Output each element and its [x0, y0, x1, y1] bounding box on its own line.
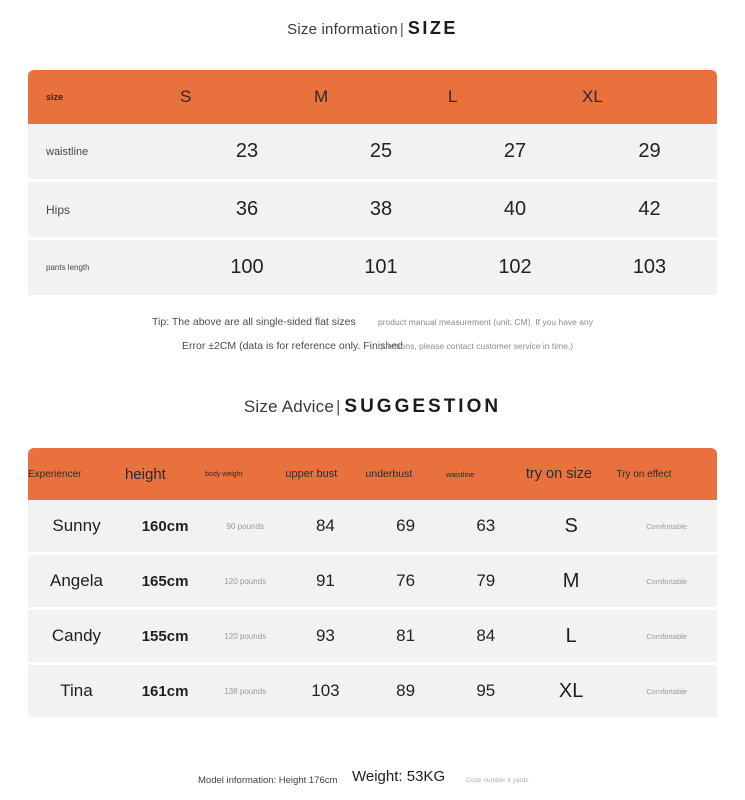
cell-waistline-xl: 29 — [638, 140, 661, 162]
cell-pants-length-m: 101 — [364, 256, 398, 278]
cell-try-on-effect: Comfortable — [646, 576, 688, 586]
cell-height: 161cm — [141, 682, 189, 700]
table-row: Sunny 160cm 90 pounds 84 69 63 S Comfort… — [28, 500, 717, 552]
column-header-m: M — [314, 87, 329, 106]
column-header-l: L — [448, 87, 458, 106]
cell-hips-l: 40 — [503, 198, 527, 220]
cell-height: 155cm — [141, 627, 189, 645]
column-header-xl: XL — [582, 87, 603, 106]
table-row: waistline 23 25 27 29 — [28, 124, 717, 179]
column-header-try-on-effect: Try on effect — [616, 468, 672, 480]
table-row: Hips 36 38 40 42 — [28, 182, 717, 237]
size-information-table: size S M L XL waistline 23 25 27 29 Hips… — [28, 70, 717, 295]
cell-underbust: 69 — [396, 516, 416, 535]
cell-try-on-effect: Comfortable — [646, 686, 688, 696]
cell-waistline: 79 — [476, 571, 496, 590]
cell-pants-length-xl: 103 — [632, 256, 667, 278]
advice-heading-title: SUGGESTION — [344, 396, 502, 417]
size-advice-table: Experiencer height body weight upper bus… — [28, 448, 717, 717]
cell-try-on-size: L — [565, 624, 577, 647]
row-label-waistline: waistline — [46, 145, 89, 158]
advice-heading-separator: | — [335, 397, 341, 416]
tip-left-line-2: Error ±2CM (data is for reference only. … — [182, 340, 403, 352]
cell-waistline-m: 25 — [369, 140, 393, 162]
cell-waistline: 63 — [476, 516, 496, 535]
cell-waistline: 84 — [476, 626, 496, 645]
footer-model-info: Model information: Height 176cm — [198, 775, 338, 786]
cell-waistline-l: 27 — [503, 140, 527, 162]
cell-hips-xl: 42 — [638, 198, 661, 220]
table-row: Angela 165cm 120 pounds 91 76 79 M Comfo… — [28, 555, 717, 607]
cell-upper-bust: 84 — [315, 516, 335, 535]
table-row: Candy 155cm 120 pounds 93 81 84 L Comfor… — [28, 610, 717, 662]
row-label-pants-length: pants length — [46, 263, 90, 272]
row-divider — [28, 662, 717, 665]
cell-upper-bust: 93 — [315, 626, 335, 645]
cell-height: 160cm — [141, 517, 189, 535]
cell-underbust: 76 — [396, 571, 416, 590]
size-tip-block: Tip: The above are all single-sided flat… — [0, 310, 745, 370]
column-header-experiencer: Experiencer — [28, 468, 82, 480]
cell-body-weight: 138 pounds — [224, 686, 267, 696]
model-information-footer: Model information: Height 176cm Weight: … — [0, 765, 745, 800]
column-header-body-weight: body weight — [205, 470, 243, 478]
cell-upper-bust: 91 — [315, 571, 335, 590]
tip-left-line-1: Tip: The above are all single-sided flat… — [152, 316, 356, 328]
row-divider — [28, 552, 717, 555]
cell-body-weight: 120 pounds — [224, 631, 267, 641]
cell-height: 165cm — [141, 572, 189, 590]
cell-hips-s: 36 — [235, 198, 259, 220]
cell-experiencer: Sunny — [52, 516, 101, 535]
column-header-waistline: waistline — [445, 469, 475, 479]
cell-try-on-size: XL — [558, 679, 584, 702]
row-divider — [28, 179, 717, 182]
cell-underbust: 89 — [396, 681, 416, 700]
row-divider — [28, 607, 717, 610]
size-advice-heading: Size Advice | SUGGESTION — [0, 396, 745, 418]
cell-try-on-effect: Comfortable — [646, 521, 688, 531]
cell-waistline-s: 23 — [235, 140, 259, 162]
cell-body-weight: 90 pounds — [226, 521, 264, 531]
cell-pants-length-s: 100 — [230, 256, 264, 278]
cell-try-on-effect: Comfortable — [646, 631, 688, 641]
column-header-underbust: underbust — [365, 468, 413, 480]
size-heading-title: SIZE — [407, 18, 458, 38]
column-header-size: size — [46, 92, 64, 102]
table-header-row: size S M L XL — [28, 70, 717, 124]
table-row: Tina 161cm 138 pounds 103 89 95 XL Comfo… — [28, 665, 717, 717]
cell-upper-bust: 103 — [311, 681, 340, 700]
tip-right-line-2: questions, please contact customer servi… — [378, 341, 574, 351]
table-header-row: Experiencer height body weight upper bus… — [28, 448, 717, 500]
size-heading-separator: | — [399, 21, 404, 38]
footer-code-number: Code number 4 yards — [466, 777, 529, 784]
footer-model-weight: Weight: 53KG — [352, 768, 446, 785]
column-header-height: height — [124, 465, 166, 483]
cell-body-weight: 120 pounds — [224, 576, 267, 586]
cell-pants-length-l: 102 — [498, 256, 532, 278]
cell-try-on-size: M — [562, 569, 580, 592]
cell-try-on-size: S — [564, 514, 578, 537]
cell-experiencer: Candy — [51, 626, 102, 645]
column-header-s: S — [180, 87, 192, 106]
cell-experiencer: Tina — [60, 681, 93, 700]
table-row: pants length 100 101 102 103 — [28, 240, 717, 295]
row-label-hips: Hips — [46, 202, 71, 217]
cell-waistline: 95 — [476, 681, 496, 700]
cell-hips-m: 38 — [369, 198, 393, 220]
advice-heading-label: Size Advice — [243, 397, 334, 416]
size-information-heading: Size information | SIZE — [0, 18, 745, 39]
row-divider — [28, 237, 717, 240]
cell-underbust: 81 — [396, 626, 416, 645]
column-header-try-on-size: try on size — [525, 466, 592, 482]
size-heading-label: Size information — [287, 21, 398, 38]
column-header-upper-bust: upper bust — [285, 468, 338, 480]
tip-right-line-1: product manual measurement (unit: CM). I… — [378, 317, 593, 327]
cell-experiencer: Angela — [50, 571, 103, 590]
